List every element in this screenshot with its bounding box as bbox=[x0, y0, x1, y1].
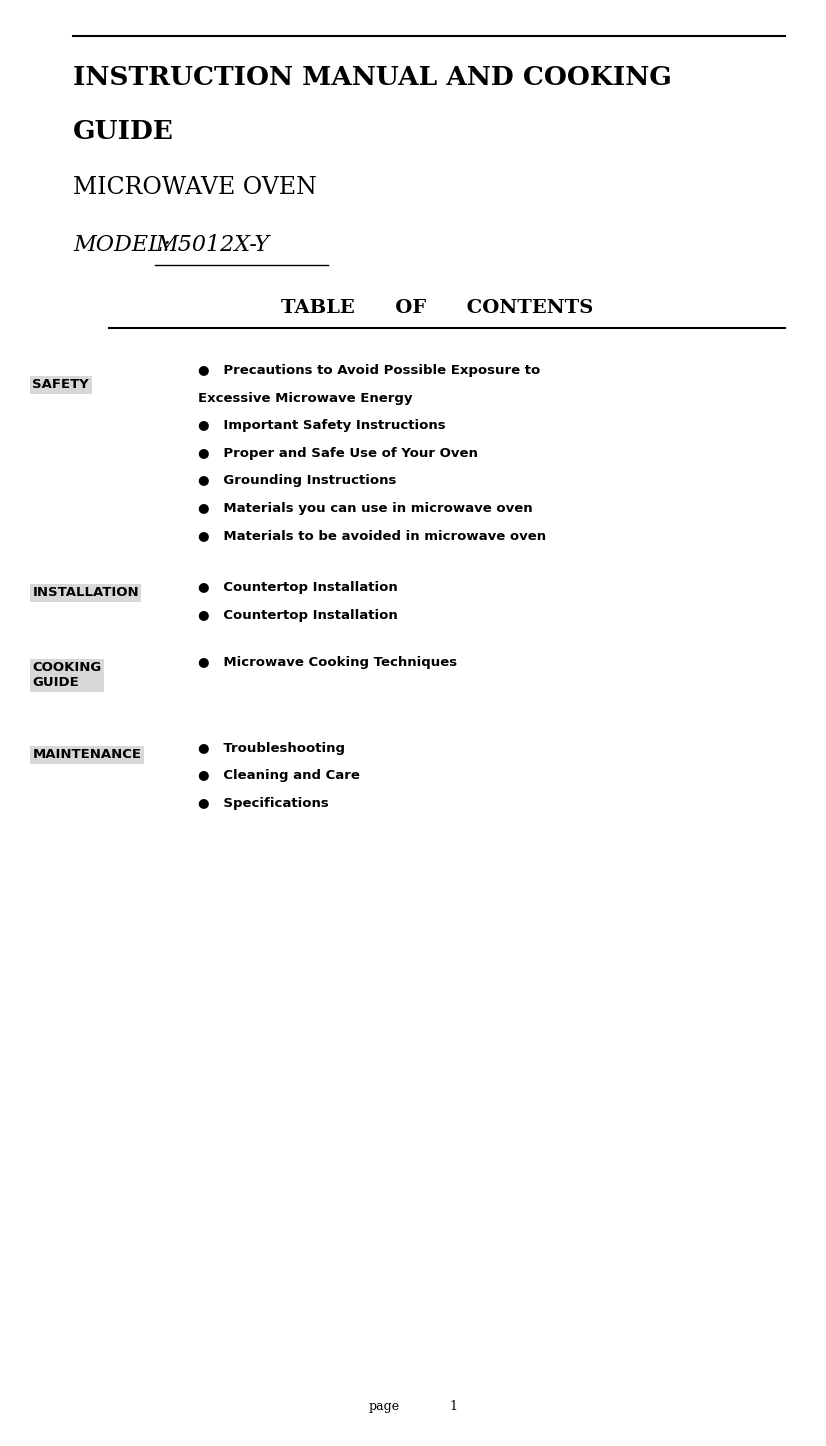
Text: ●   Specifications: ● Specifications bbox=[198, 797, 329, 810]
Text: M5012X-Y: M5012X-Y bbox=[155, 234, 269, 256]
Text: COOKING
GUIDE: COOKING GUIDE bbox=[32, 661, 102, 690]
Text: SAFETY: SAFETY bbox=[32, 379, 89, 390]
Text: ●   Precautions to Avoid Possible Exposure to: ● Precautions to Avoid Possible Exposure… bbox=[198, 364, 541, 377]
Text: ●   Cleaning and Care: ● Cleaning and Care bbox=[198, 769, 360, 782]
Text: ●   Microwave Cooking Techniques: ● Microwave Cooking Techniques bbox=[198, 656, 458, 669]
Text: MODEL:: MODEL: bbox=[73, 234, 178, 256]
Text: TABLE      OF      CONTENTS: TABLE OF CONTENTS bbox=[281, 299, 593, 317]
Text: ●   Proper and Safe Use of Your Oven: ● Proper and Safe Use of Your Oven bbox=[198, 447, 478, 460]
Text: Excessive Microwave Energy: Excessive Microwave Energy bbox=[198, 392, 413, 405]
Text: MAINTENANCE: MAINTENANCE bbox=[32, 749, 141, 761]
Text: ●   Troubleshooting: ● Troubleshooting bbox=[198, 742, 345, 755]
Text: ●   Countertop Installation: ● Countertop Installation bbox=[198, 609, 398, 622]
Text: INSTALLATION: INSTALLATION bbox=[32, 587, 139, 599]
Text: ●   Important Safety Instructions: ● Important Safety Instructions bbox=[198, 419, 446, 432]
Text: INSTRUCTION MANUAL AND COOKING: INSTRUCTION MANUAL AND COOKING bbox=[73, 65, 672, 90]
Text: GUIDE: GUIDE bbox=[73, 119, 173, 143]
Text: ●   Materials to be avoided in microwave oven: ● Materials to be avoided in microwave o… bbox=[198, 529, 547, 542]
Text: ●   Grounding Instructions: ● Grounding Instructions bbox=[198, 474, 396, 487]
Text: ●   Materials you can use in microwave oven: ● Materials you can use in microwave ove… bbox=[198, 502, 533, 515]
Text: MICROWAVE OVEN: MICROWAVE OVEN bbox=[73, 176, 316, 200]
Text: page: page bbox=[368, 1400, 400, 1413]
Text: 1: 1 bbox=[449, 1400, 458, 1413]
Text: ●   Countertop Installation: ● Countertop Installation bbox=[198, 581, 398, 594]
